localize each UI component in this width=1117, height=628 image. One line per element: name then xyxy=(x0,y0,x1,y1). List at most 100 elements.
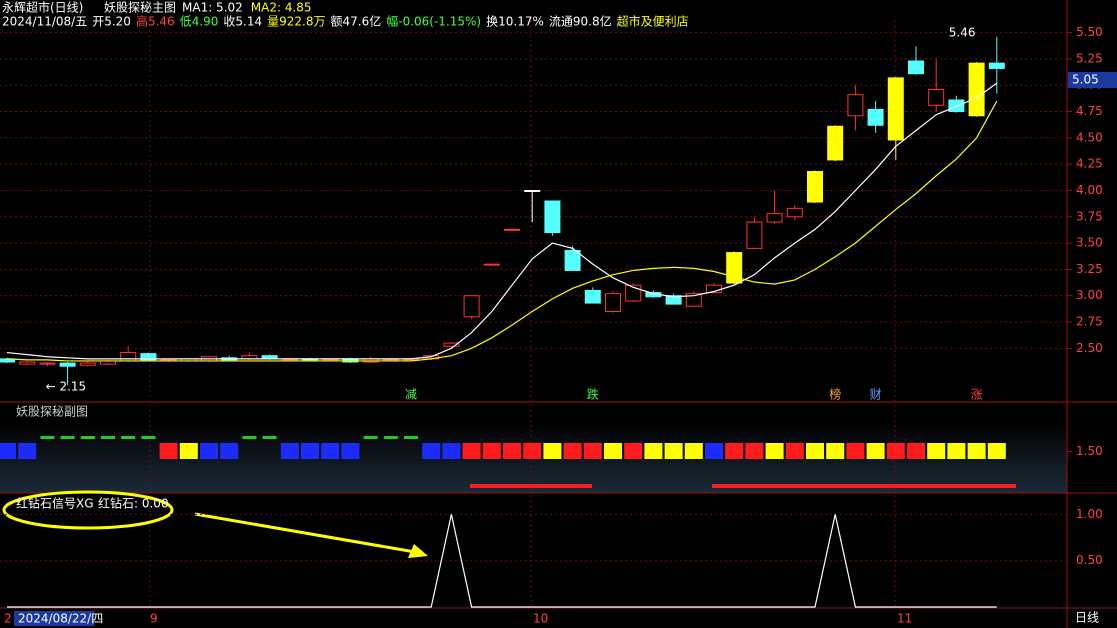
candle-body xyxy=(766,213,783,223)
sub1-block xyxy=(0,443,16,459)
candle-body xyxy=(463,295,480,318)
sub1-block xyxy=(422,443,441,459)
sub1-dash xyxy=(60,436,75,439)
sub1-dash xyxy=(242,436,257,439)
last-price-box xyxy=(1068,71,1117,88)
sub1-block xyxy=(462,443,481,459)
y-tick-label: 4.50 xyxy=(1076,130,1103,144)
sub2-value: 红钻石: 0.00 xyxy=(98,496,169,511)
sub1-block xyxy=(684,443,703,459)
sub1-dash xyxy=(101,436,115,439)
x-labels: 2 2024/08/22/四 9 10 11 xyxy=(4,611,912,626)
sub1-bar xyxy=(712,484,1016,488)
info-item: 幅-0.06(-1.15%) xyxy=(386,14,481,29)
x-label: 9 xyxy=(150,612,158,626)
sub1-block xyxy=(179,443,198,459)
sub1-block xyxy=(806,443,824,459)
candle-body xyxy=(928,88,945,106)
sub1-block xyxy=(826,443,845,459)
x-label: 2024/08/22/四 xyxy=(18,612,103,626)
title: 永辉超市(日线) xyxy=(2,0,83,15)
candle-body xyxy=(19,361,36,365)
low-note: ← 2.15 xyxy=(46,380,87,394)
candle-body xyxy=(988,62,1005,69)
signal-label: 涨 xyxy=(971,387,983,402)
sub1-block xyxy=(280,443,299,459)
candle-body xyxy=(665,295,682,305)
sub1-block xyxy=(927,443,946,459)
sub1-block xyxy=(321,443,340,459)
sub1-bar xyxy=(470,484,592,488)
info-item: 低4.90 xyxy=(180,15,219,29)
info-item: 2024/11/08/五 xyxy=(2,15,87,29)
info-item: 换10.17% xyxy=(486,15,544,29)
y-tick-label: 4.00 xyxy=(1076,183,1103,197)
sub1-block xyxy=(967,443,986,459)
sub1-block xyxy=(785,443,804,459)
y-tick-label: 3.00 xyxy=(1076,288,1103,302)
signal-label: 减 xyxy=(405,388,417,402)
sub1-block xyxy=(886,443,905,459)
candle-body xyxy=(140,353,157,361)
candle-body xyxy=(746,221,763,249)
candle-body xyxy=(605,293,621,312)
candle-body xyxy=(564,249,581,271)
sub1-block xyxy=(159,443,178,459)
sub1-block xyxy=(725,443,744,459)
candle-body xyxy=(79,362,96,366)
y-tick-label: 4.75 xyxy=(1076,104,1103,118)
sub1-block xyxy=(866,443,885,459)
arrow-head xyxy=(408,544,428,558)
candle-body xyxy=(443,342,460,347)
candle-body xyxy=(908,60,924,75)
y-tick-label: 2.50 xyxy=(1076,341,1103,355)
sub1-block xyxy=(301,443,319,459)
candle-body xyxy=(59,362,76,367)
signal-label: 榜 xyxy=(829,387,841,402)
candle-body xyxy=(887,77,904,141)
x-label: 2 xyxy=(4,612,12,626)
sub1-dash xyxy=(121,436,136,439)
sub1-dash xyxy=(40,436,55,439)
ma-label: MA2: 4.85 xyxy=(251,1,312,15)
sub1-block xyxy=(624,443,643,459)
info-item: 高5.46 xyxy=(136,14,175,29)
candle-body xyxy=(120,352,137,362)
info-item: 开5.20 xyxy=(92,15,131,29)
signal-line xyxy=(7,514,997,608)
ma-line xyxy=(6,100,998,362)
y-tick-label: 3.50 xyxy=(1076,236,1103,250)
sub1-block xyxy=(765,443,784,459)
sub1-dash xyxy=(262,436,277,439)
candle-body xyxy=(786,207,803,218)
y-tick-label: 2.75 xyxy=(1076,315,1103,329)
sub1-block xyxy=(18,443,37,459)
sub1-block xyxy=(503,443,521,459)
sub1-block xyxy=(482,443,501,459)
arrow xyxy=(194,512,416,554)
info-item: 收5.14 xyxy=(223,15,262,29)
y-tick-label: 1.50 xyxy=(1076,444,1103,458)
candle-body xyxy=(685,293,702,307)
info-item: 流通90.8亿 xyxy=(549,14,612,29)
sub1-dash xyxy=(383,436,398,439)
sub1-block xyxy=(200,443,218,459)
sub1-block xyxy=(583,443,602,459)
signal-label: 跌 xyxy=(587,387,599,402)
candle-body xyxy=(584,289,601,304)
sub1-block xyxy=(442,443,461,459)
candle-body xyxy=(847,94,864,117)
sub1-block xyxy=(907,443,925,459)
sub1-block xyxy=(705,443,723,459)
sub1-block xyxy=(664,443,683,459)
sub1-block xyxy=(604,443,622,459)
sub1-block xyxy=(846,443,865,459)
sub1-block xyxy=(523,443,542,459)
sub2-title: 红钻石信号XG xyxy=(16,496,94,511)
candle-body xyxy=(867,108,884,126)
candle-body xyxy=(827,125,844,161)
sub1-dash xyxy=(80,436,95,439)
month-lines xyxy=(149,20,896,608)
